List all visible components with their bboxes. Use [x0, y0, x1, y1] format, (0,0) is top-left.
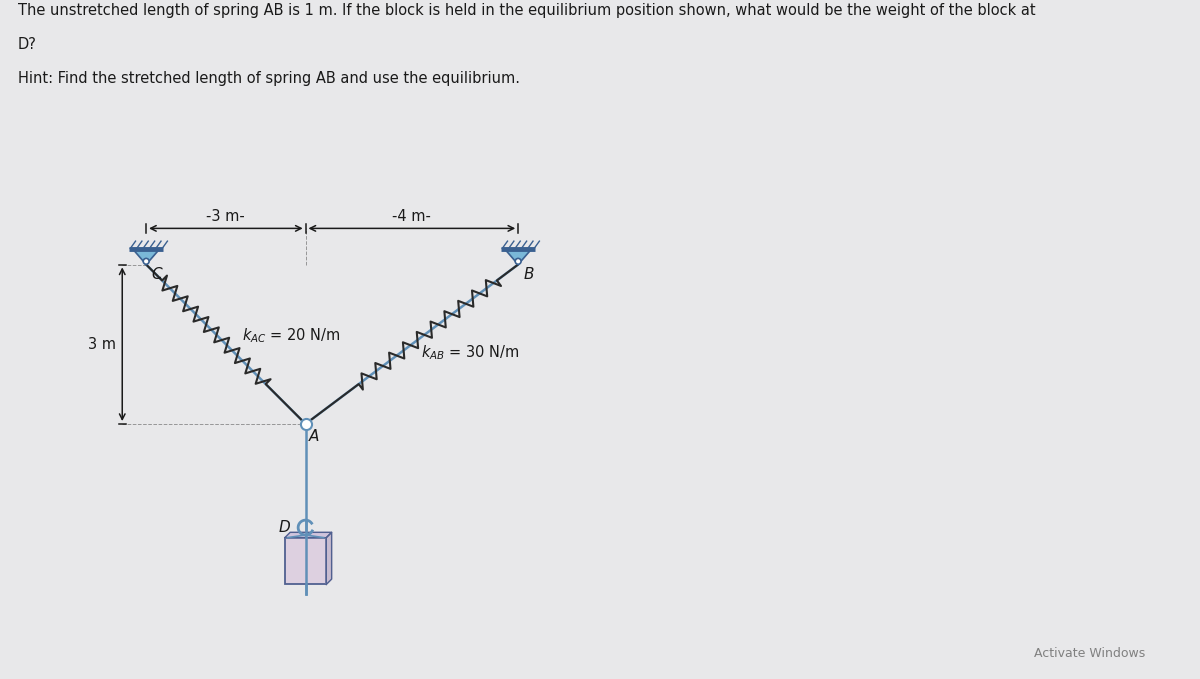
Text: D: D	[278, 520, 290, 535]
Polygon shape	[132, 249, 160, 265]
Polygon shape	[504, 249, 532, 265]
Text: $k_{AC}$ = 20 N/m: $k_{AC}$ = 20 N/m	[242, 326, 341, 345]
Polygon shape	[284, 532, 331, 538]
Circle shape	[515, 259, 521, 264]
Text: $k_{AB}$ = 30 N/m: $k_{AB}$ = 30 N/m	[421, 344, 520, 362]
Text: Hint: Find the stretched length of spring AB and use the equilibrium.: Hint: Find the stretched length of sprin…	[18, 71, 520, 86]
Text: -3 m-: -3 m-	[206, 208, 245, 223]
Text: D?: D?	[18, 37, 37, 52]
Text: C: C	[151, 267, 162, 282]
FancyBboxPatch shape	[284, 538, 326, 585]
Polygon shape	[326, 532, 331, 585]
Text: The unstretched length of spring AB is 1 m. If the block is held in the equilibr: The unstretched length of spring AB is 1…	[18, 3, 1036, 18]
Text: Activate Windows: Activate Windows	[1034, 647, 1146, 660]
Text: 3 m: 3 m	[88, 337, 116, 352]
Text: A: A	[310, 429, 319, 444]
Text: -4 m-: -4 m-	[392, 208, 431, 223]
Text: B: B	[523, 267, 534, 282]
Circle shape	[143, 259, 149, 264]
